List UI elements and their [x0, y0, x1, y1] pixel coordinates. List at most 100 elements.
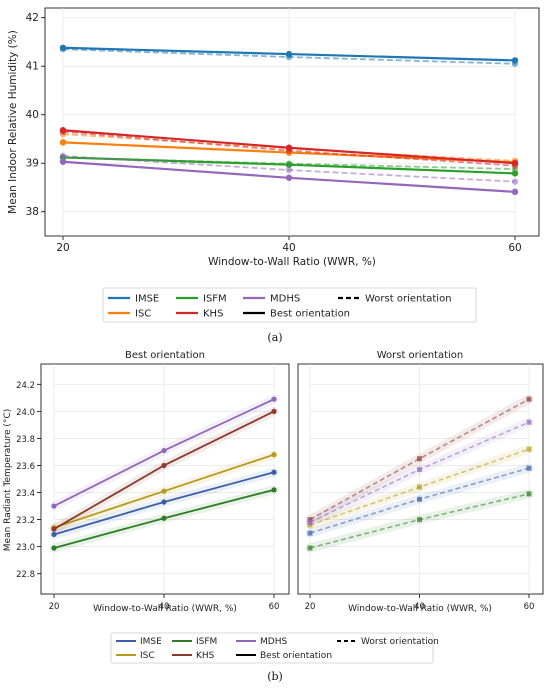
- y-tick-label: 23.2: [16, 516, 35, 526]
- legend-b-label-khs: KHS: [196, 651, 215, 661]
- y-tick-label: 40: [26, 109, 39, 121]
- y-tick-label: 39: [26, 158, 39, 170]
- legend-b: IMSE ISC ISFM KHS MDHS Best orientation …: [110, 632, 439, 664]
- x-tick-label: 20: [49, 602, 60, 612]
- y-tick-label: 38: [26, 206, 39, 218]
- series-group-a: [59, 44, 519, 196]
- data-point: [417, 517, 422, 523]
- chart-panel-a: 38 39 40 41 42 20 40 60 Window-to-Wall Ratio (…: [7, 7, 540, 344]
- x-tick-label: 60: [508, 242, 521, 254]
- legend-b-label-best: Best orientation: [260, 651, 332, 661]
- data-point: [161, 515, 167, 521]
- data-point: [51, 503, 57, 509]
- title-best-orientation: Best orientation: [125, 350, 205, 361]
- y-tick-label: 41: [26, 61, 39, 73]
- plot-frame-a: [44, 7, 540, 237]
- y-tick-label: 23.0: [16, 543, 35, 553]
- data-point: [285, 147, 293, 154]
- data-point: [417, 496, 422, 502]
- data-point: [161, 488, 167, 494]
- legend-label-best: Best orientation: [270, 309, 350, 320]
- x-tick-label: 20: [305, 602, 316, 612]
- data-point: [161, 447, 167, 454]
- x-tick-label: 60: [524, 602, 535, 612]
- y-ticks-best: 22.8 23.0 23.2 23.4 23.6 23.8 24.0 24.2: [16, 381, 41, 580]
- x-ticks-best: 20 40 60: [49, 594, 280, 612]
- caption-a: (a): [267, 331, 282, 344]
- legend-b-label-worst: Worst orientation: [361, 637, 439, 647]
- data-point: [59, 158, 67, 165]
- data-point: [271, 452, 277, 458]
- y-tick-label: 24.0: [16, 408, 35, 418]
- data-point: [307, 545, 313, 551]
- legend-a: IMSE ISC ISFM KHS MDHS Best orientation …: [102, 287, 477, 323]
- x-tick-label: 40: [414, 602, 425, 612]
- data-point: [161, 462, 167, 469]
- series-line-khs-worst: [309, 398, 530, 521]
- data-point: [285, 166, 293, 174]
- legend-b-label-isfm: ISFM: [196, 637, 217, 647]
- y-tick-label: 22.8: [16, 570, 35, 580]
- caption-b: (b): [267, 670, 283, 683]
- data-point: [526, 465, 532, 471]
- legend-label-imse: IMSE: [135, 294, 159, 305]
- data-point: [271, 396, 277, 402]
- x-tick-label: 40: [282, 242, 295, 254]
- data-point: [285, 160, 293, 167]
- y-tick-label: 42: [26, 12, 39, 24]
- data-point: [285, 53, 293, 61]
- series-group-worst: [305, 394, 534, 553]
- y-tick-label: 24.2: [16, 381, 35, 391]
- x-tick-label: 20: [56, 242, 69, 254]
- legend-label-mdhs: MDHS: [270, 294, 300, 305]
- y-tick-label: 23.6: [16, 462, 35, 472]
- series-group-best: [49, 394, 279, 553]
- legend-label-worst: Worst orientation: [365, 294, 452, 305]
- data-point: [161, 499, 167, 505]
- data-point: [526, 419, 532, 425]
- legend-b-label-imse: IMSE: [140, 637, 162, 647]
- data-point: [51, 531, 57, 538]
- data-point: [59, 46, 67, 53]
- data-point: [271, 487, 277, 493]
- data-point: [307, 517, 313, 523]
- data-point: [526, 396, 532, 402]
- x-tick-label: 60: [269, 602, 280, 612]
- y-tick-label: 23.4: [16, 489, 35, 499]
- y-axis-label-a: Mean Indoor Relative Humidity (%): [7, 30, 19, 214]
- data-point: [417, 467, 422, 473]
- data-point: [511, 60, 519, 67]
- x-tick-label: 40: [159, 602, 170, 612]
- data-point: [271, 469, 277, 475]
- data-point: [511, 162, 519, 169]
- data-point: [307, 519, 313, 525]
- x-axis-label-worst: Window-to-Wall Ratio (WWR, %): [348, 604, 492, 614]
- plot-frame-worst: [297, 363, 544, 595]
- chart-panel-b: Best orientation Worst orientation 22.82…: [3, 350, 544, 683]
- x-axis-label-best: Window-to-Wall Ratio (WWR, %): [93, 604, 237, 614]
- data-point: [59, 128, 67, 135]
- data-point: [526, 491, 532, 497]
- y-axis-label-b: Mean Radiant Temperature (°C): [3, 409, 13, 551]
- x-ticks-worst: 20 40 60: [305, 594, 535, 612]
- data-point: [285, 174, 293, 181]
- data-point: [511, 188, 519, 196]
- data-point: [511, 178, 519, 185]
- legend-b-label-mdhs: MDHS: [260, 637, 287, 647]
- data-point: [417, 456, 422, 462]
- y-tick-label: 23.8: [16, 435, 35, 445]
- data-point: [51, 526, 57, 532]
- legend-b-label-isc: ISC: [140, 651, 155, 661]
- data-point: [526, 446, 532, 452]
- legend-label-isfm: ISFM: [203, 294, 227, 305]
- x-axis-label-a: Window-to-Wall Ratio (WWR, %): [208, 256, 376, 268]
- data-point: [417, 484, 422, 490]
- data-point: [271, 408, 277, 414]
- data-point: [59, 139, 67, 146]
- title-worst-orientation: Worst orientation: [377, 350, 464, 361]
- data-point: [307, 522, 313, 528]
- y-ticks-a: 38 39 40 41 42: [26, 12, 45, 218]
- data-point: [307, 530, 313, 536]
- legend-label-khs: KHS: [203, 309, 223, 320]
